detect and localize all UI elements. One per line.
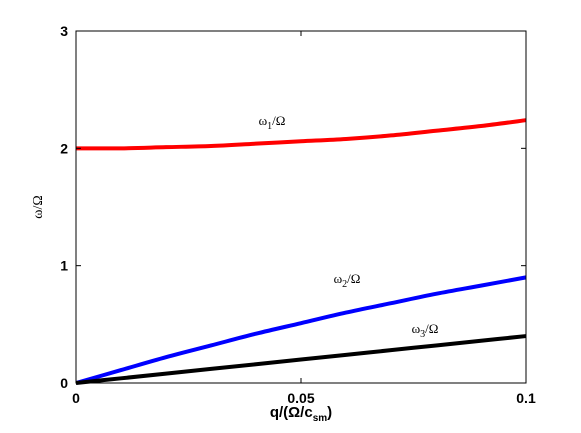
- y-axis-label: ω/Ω: [31, 195, 46, 219]
- x-axis-label: q/(Ω/csm): [270, 404, 332, 424]
- y-tick-label: 1: [60, 258, 68, 274]
- series-line-2: [75, 275, 527, 385]
- x-tick-label: 0: [72, 390, 80, 406]
- series-label-1: ω1/Ω: [259, 113, 286, 132]
- series-label-2: ω2/Ω: [334, 271, 361, 290]
- y-tick-label: 2: [60, 140, 68, 156]
- y-tick-label: 3: [60, 23, 68, 39]
- plot-frame: [75, 30, 527, 384]
- y-tick-label: 0: [60, 375, 68, 391]
- x-tick-label: 0.05: [287, 390, 314, 406]
- series-line-1: [75, 118, 527, 151]
- x-tick-label: 0.1: [516, 390, 536, 406]
- series-label-3: ω3/Ω: [412, 321, 439, 340]
- series-line-3: [75, 334, 527, 385]
